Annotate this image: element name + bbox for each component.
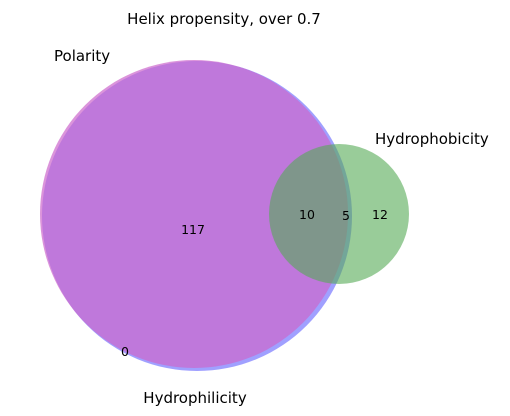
chart-title: Helix propensity, over 0.7 [127, 10, 321, 28]
region-count-hydrophilicity-hydrophobicity: 5 [342, 208, 350, 223]
circle-polarity [40, 60, 348, 368]
region-count-polarity-hydrophilicity: 117 [181, 222, 205, 237]
circle-hydrophobicity [269, 144, 409, 284]
region-count-hydrophilicity-only: 0 [121, 344, 129, 359]
set-label-hydrophilicity: Hydrophilicity [143, 389, 247, 407]
circles-layer [40, 60, 409, 371]
set-label-polarity: Polarity [54, 47, 110, 65]
region-count-all-three: 10 [299, 207, 315, 222]
set-label-hydrophobicity: Hydrophobicity [375, 130, 489, 148]
region-count-hydrophobicity-only: 12 [372, 207, 388, 222]
